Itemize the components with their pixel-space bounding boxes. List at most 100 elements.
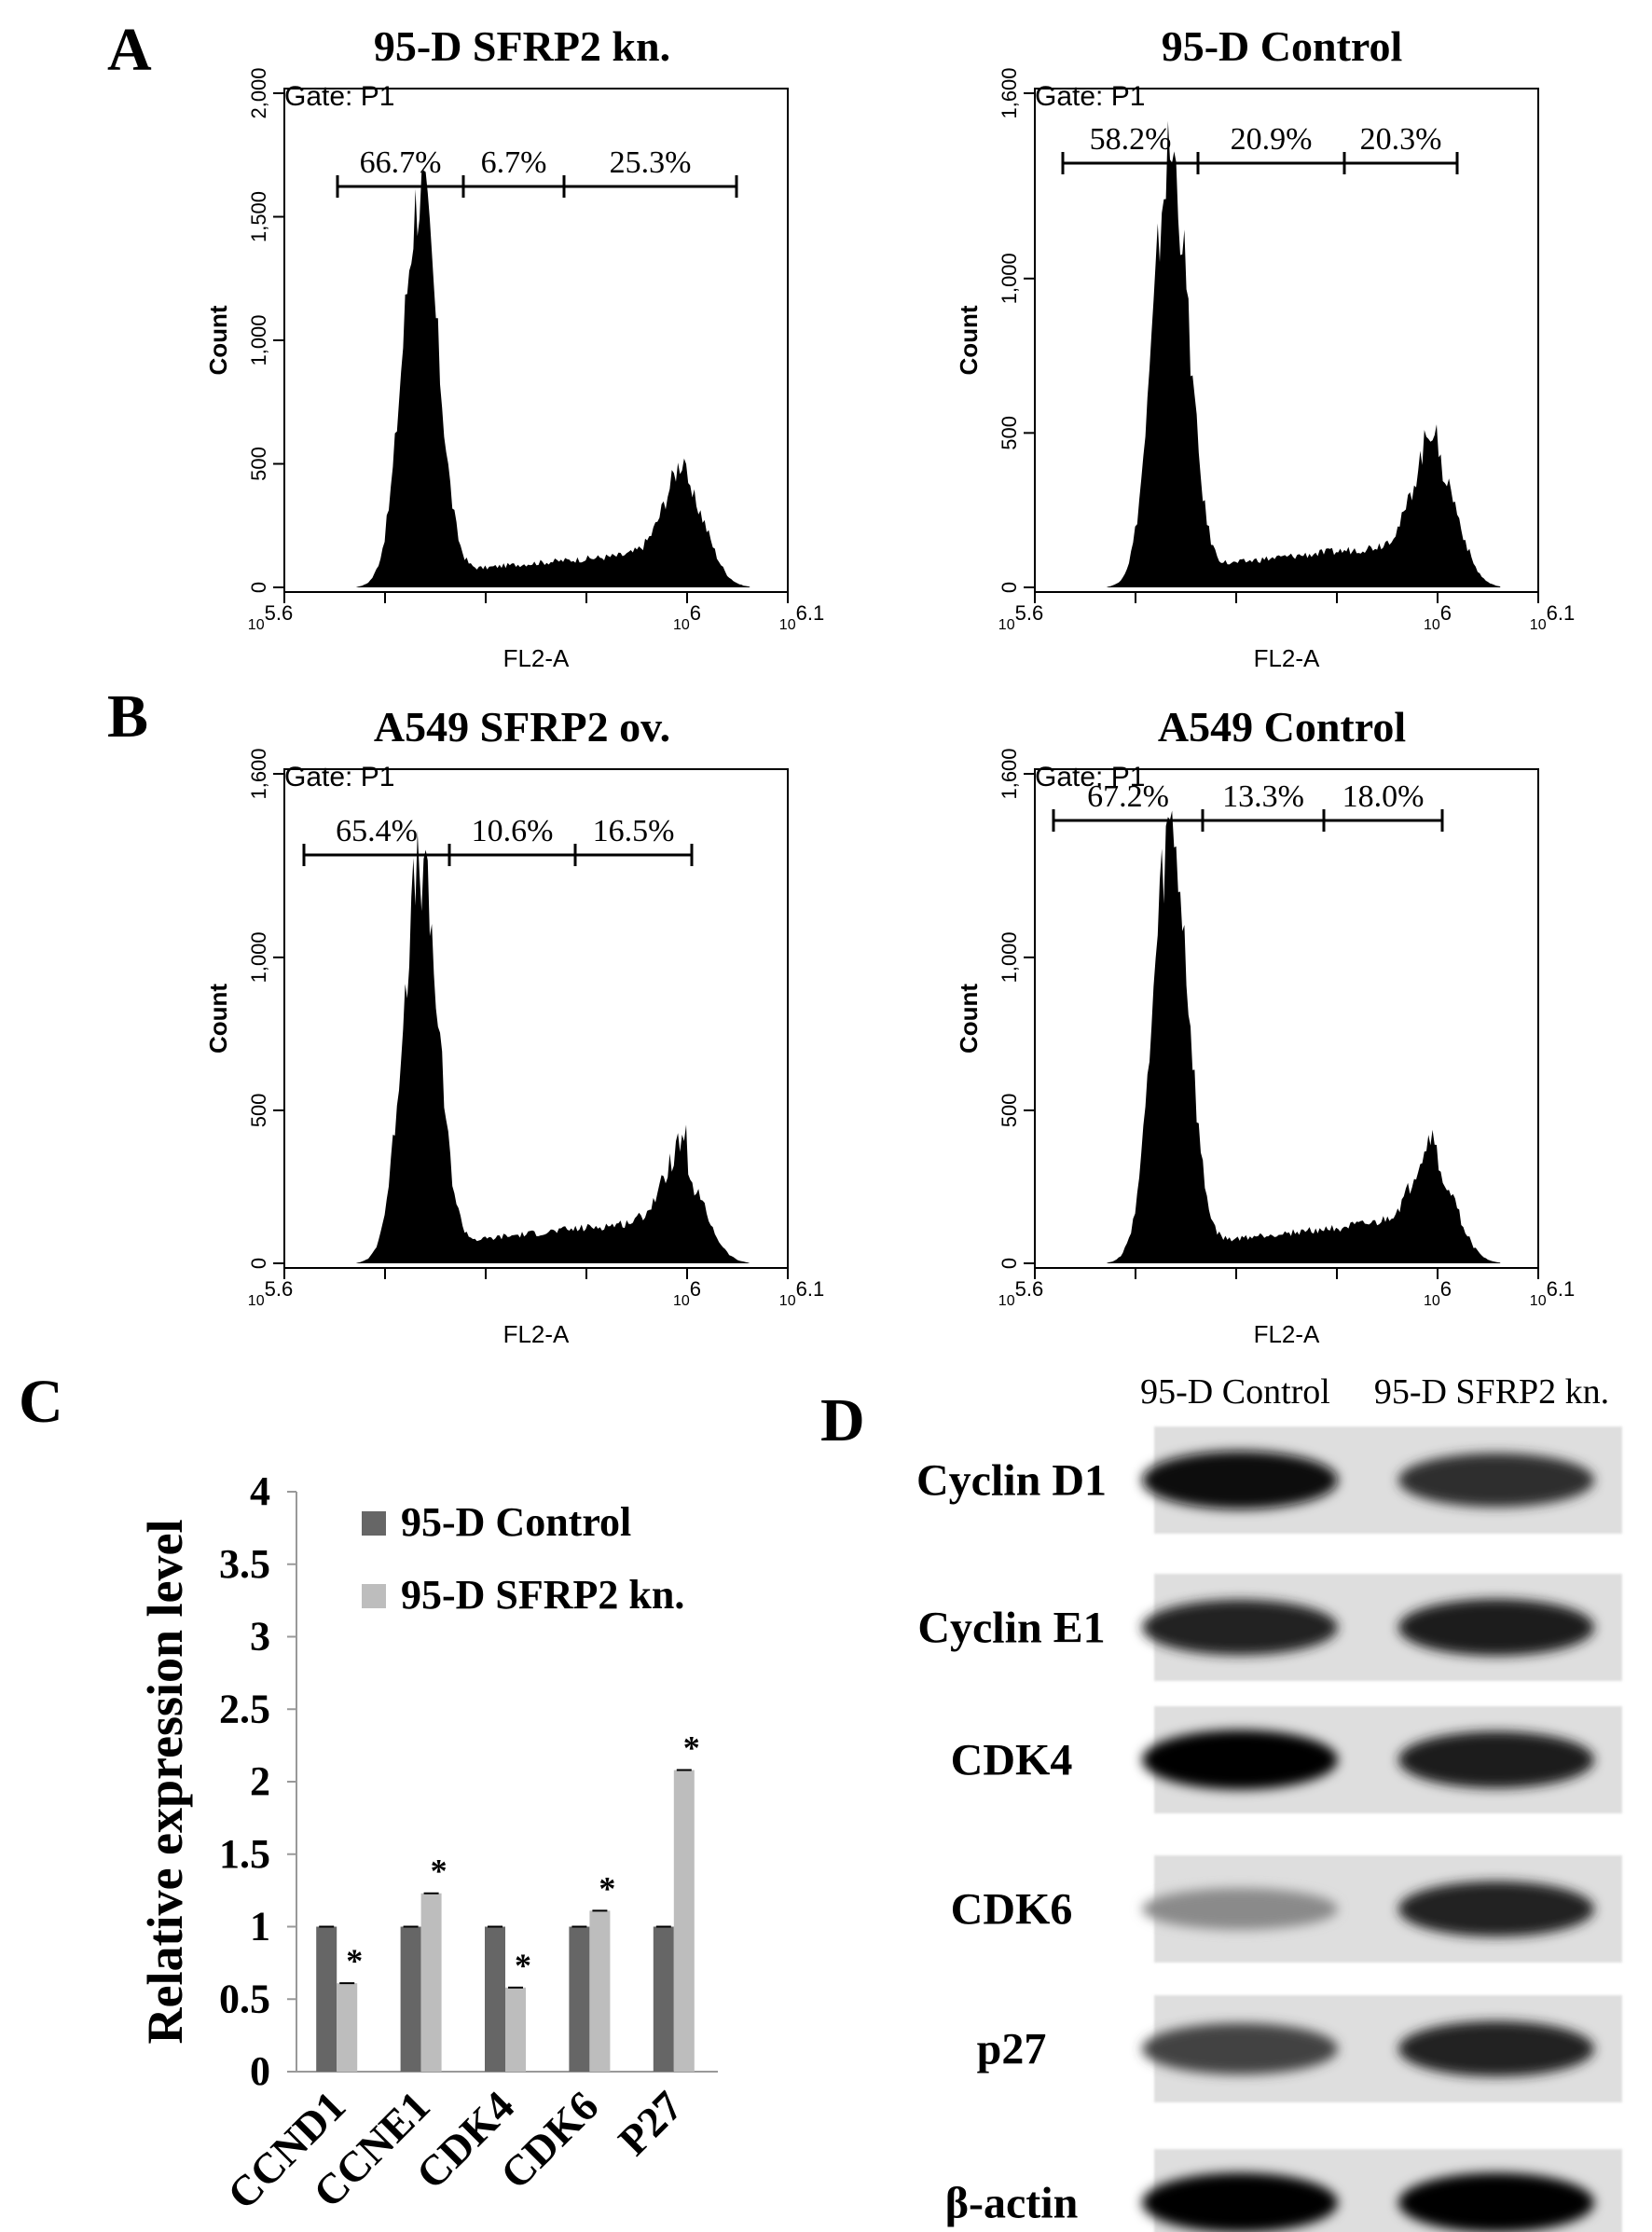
significance-ccnd1: * <box>346 1942 363 1979</box>
blot-band-row-2-lane-0 <box>1142 1729 1338 1790</box>
gate-percentage-0-1-0: 58.2% <box>1090 122 1172 157</box>
bar-p27-series-0 <box>653 1926 674 2072</box>
plot-frame-0-1 <box>1034 88 1539 593</box>
bar-cdk6-series-0 <box>569 1926 590 2072</box>
bar-cdk4-series-1 <box>505 1987 526 2072</box>
significance-cdk4: * <box>515 1947 531 1984</box>
y-tick-label-1-0-3: 1,600 <box>247 748 270 799</box>
blot-label-row-5: β-actin <box>945 2179 1079 2228</box>
significance-cdk6: * <box>599 1869 615 1907</box>
x-tick-label-0-1-0: 105.6 <box>998 601 1043 633</box>
bar-chart-y-tick-label-3: 1.5 <box>219 1831 270 1877</box>
y-tick-label-1-1-3: 1,600 <box>998 748 1021 799</box>
y-tick-label-0-0-3: 1,500 <box>247 191 270 242</box>
x-tick-label-1-1-2: 106.1 <box>1530 1277 1575 1309</box>
x-axis-label-0-0: FL2-A <box>503 644 570 672</box>
y-tick-label-0-1-1: 500 <box>998 416 1021 450</box>
bar-ccne1-series-1 <box>420 1893 442 2072</box>
y-axis-label-0-1: Count <box>955 305 983 375</box>
plot-frame-1-1 <box>1034 768 1539 1269</box>
bar-ccne1-series-0 <box>400 1926 421 2072</box>
x-tick-label-1-1-1: 106 <box>1424 1277 1452 1309</box>
x-tick-label-0-1-2: 106.1 <box>1530 601 1575 633</box>
bar-chart-y-tick-label-4: 2 <box>250 1758 270 1804</box>
histogram-a549-control: A549 Control Gate: P1 0 500 1,000 1,600 Count 1… <box>955 703 1575 1348</box>
blot-label-row-1: Cyclin E1 <box>917 1604 1105 1653</box>
y-tick-label-1-1-2: 1,000 <box>998 931 1021 983</box>
panel-letter-b: B <box>107 682 148 751</box>
bar-chart-y-tick-label-7: 3.5 <box>219 1541 270 1587</box>
lane-label-sfrp2-kn: 95-D SFRP2 kn. <box>1374 1372 1609 1412</box>
bar-cdk4-series-0 <box>485 1926 505 2072</box>
histogram-title-0-1: 95-D Control <box>1162 22 1403 70</box>
bar-chart-y-tick-label-1: 0.5 <box>219 1976 270 2021</box>
gate-percentage-1-0-0: 65.4% <box>336 814 418 848</box>
histogram-95d-sfrp2-kn: 95-D SFRP2 kn. Gate: P1 0 500 1,000 1,500 2,00… <box>204 22 824 672</box>
bar-ccnd1-series-0 <box>316 1926 337 2072</box>
blot-label-row-4: p27 <box>977 2025 1047 2074</box>
y-tick-label-1-0-0: 0 <box>247 1258 270 1269</box>
x-tick-label-1-0-1: 106 <box>673 1277 701 1309</box>
x-tick-label-0-1-1: 106 <box>1424 601 1452 633</box>
legend-swatch-0 <box>362 1511 386 1536</box>
bar-chart-y-tick-label-2: 1 <box>250 1904 270 1950</box>
histogram-a549-sfrp2-ov: A549 SFRP2 ov. Gate: P1 0 500 1,000 1,600 Coun… <box>204 703 824 1348</box>
histogram-fill-1-0 <box>317 831 750 1263</box>
panel-letter-d: D <box>820 1386 865 1454</box>
y-tick-label-1-1-1: 500 <box>998 1094 1021 1128</box>
blot-band-row-2-lane-1 <box>1398 1731 1594 1788</box>
bar-chart-y-axis-label: Relative expression level <box>137 1520 193 2045</box>
bar-chart-relative-expression: 0 0.5 1 1.5 2 2.5 3 3.5 4 Relative expression lev… <box>137 1468 718 2218</box>
x-axis-label-0-1: FL2-A <box>1254 644 1320 672</box>
blot-label-row-2: CDK4 <box>951 1736 1073 1785</box>
blot-band-row-4-lane-0 <box>1142 2023 1338 2074</box>
blot-band-row-1-lane-0 <box>1142 1599 1338 1656</box>
category-label-cdk6: CDK6 <box>491 2082 608 2198</box>
blot-label-row-0: Cyclin D1 <box>916 1456 1107 1506</box>
y-axis-label-0-0: Count <box>204 305 232 375</box>
y-tick-label-0-1-2: 1,000 <box>998 253 1021 304</box>
x-tick-label-1-1-0: 105.6 <box>998 1277 1043 1309</box>
bar-chart-y-tick-label-8: 4 <box>250 1468 270 1514</box>
histogram-title-1-0: A549 SFRP2 ov. <box>374 703 670 751</box>
y-tick-label-0-0-0: 0 <box>247 582 270 593</box>
y-tick-label-0-0-4: 2,000 <box>247 67 270 118</box>
gate-percentage-0-0-0: 66.7% <box>360 145 442 180</box>
significance-ccne1: * <box>431 1853 447 1890</box>
significance-p27: * <box>683 1729 700 1767</box>
legend-swatch-1 <box>362 1584 386 1608</box>
gate-label-0-1: Gate: P1 <box>1035 81 1145 112</box>
gate-label-1-0: Gate: P1 <box>284 762 394 792</box>
x-tick-label-0-0-2: 106.1 <box>779 601 824 633</box>
x-tick-label-0-0-0: 105.6 <box>248 601 293 633</box>
blot-label-row-3: CDK6 <box>951 1885 1073 1935</box>
histogram-title-1-1: A549 Control <box>1158 703 1406 751</box>
y-tick-label-0-0-2: 1,000 <box>247 314 270 365</box>
gate-label-0-0: Gate: P1 <box>284 81 394 112</box>
blot-band-row-0-lane-0 <box>1142 1451 1338 1509</box>
x-tick-label-0-0-1: 106 <box>673 601 701 633</box>
blot-band-row-1-lane-1 <box>1398 1599 1594 1656</box>
gate-percentage-1-1-0: 67.2% <box>1087 779 1169 814</box>
bar-chart-y-tick-label-0: 0 <box>250 2048 270 2094</box>
y-tick-label-0-1-3: 1,600 <box>998 67 1021 118</box>
bar-chart-y-tick-label-5: 2.5 <box>219 1686 270 1731</box>
y-axis-label-1-1: Count <box>955 984 983 1054</box>
category-label-p27: P27 <box>609 2082 691 2164</box>
panel-letter-c: C <box>19 1368 63 1436</box>
x-axis-label-1-0: FL2-A <box>503 1320 570 1348</box>
gate-percentage-1-0-2: 16.5% <box>593 814 675 848</box>
histogram-95d-control: 95-D Control Gate: P1 0 500 1,000 1,600 Count 1… <box>955 22 1575 672</box>
histogram-fill-0-0 <box>317 170 750 587</box>
category-label-cdk4: CDK4 <box>406 2082 523 2198</box>
y-tick-label-1-0-2: 1,000 <box>247 931 270 983</box>
y-tick-label-0-1-0: 0 <box>998 582 1021 593</box>
plot-frame-1-0 <box>283 768 789 1269</box>
y-axis-label-1-0: Count <box>204 984 232 1054</box>
y-tick-label-0-0-1: 500 <box>247 447 270 481</box>
bar-cdk6-series-1 <box>589 1910 611 2072</box>
y-tick-label-1-1-0: 0 <box>998 1258 1021 1269</box>
x-axis-label-1-1: FL2-A <box>1254 1320 1320 1348</box>
blot-band-row-3-lane-1 <box>1398 1881 1594 1937</box>
